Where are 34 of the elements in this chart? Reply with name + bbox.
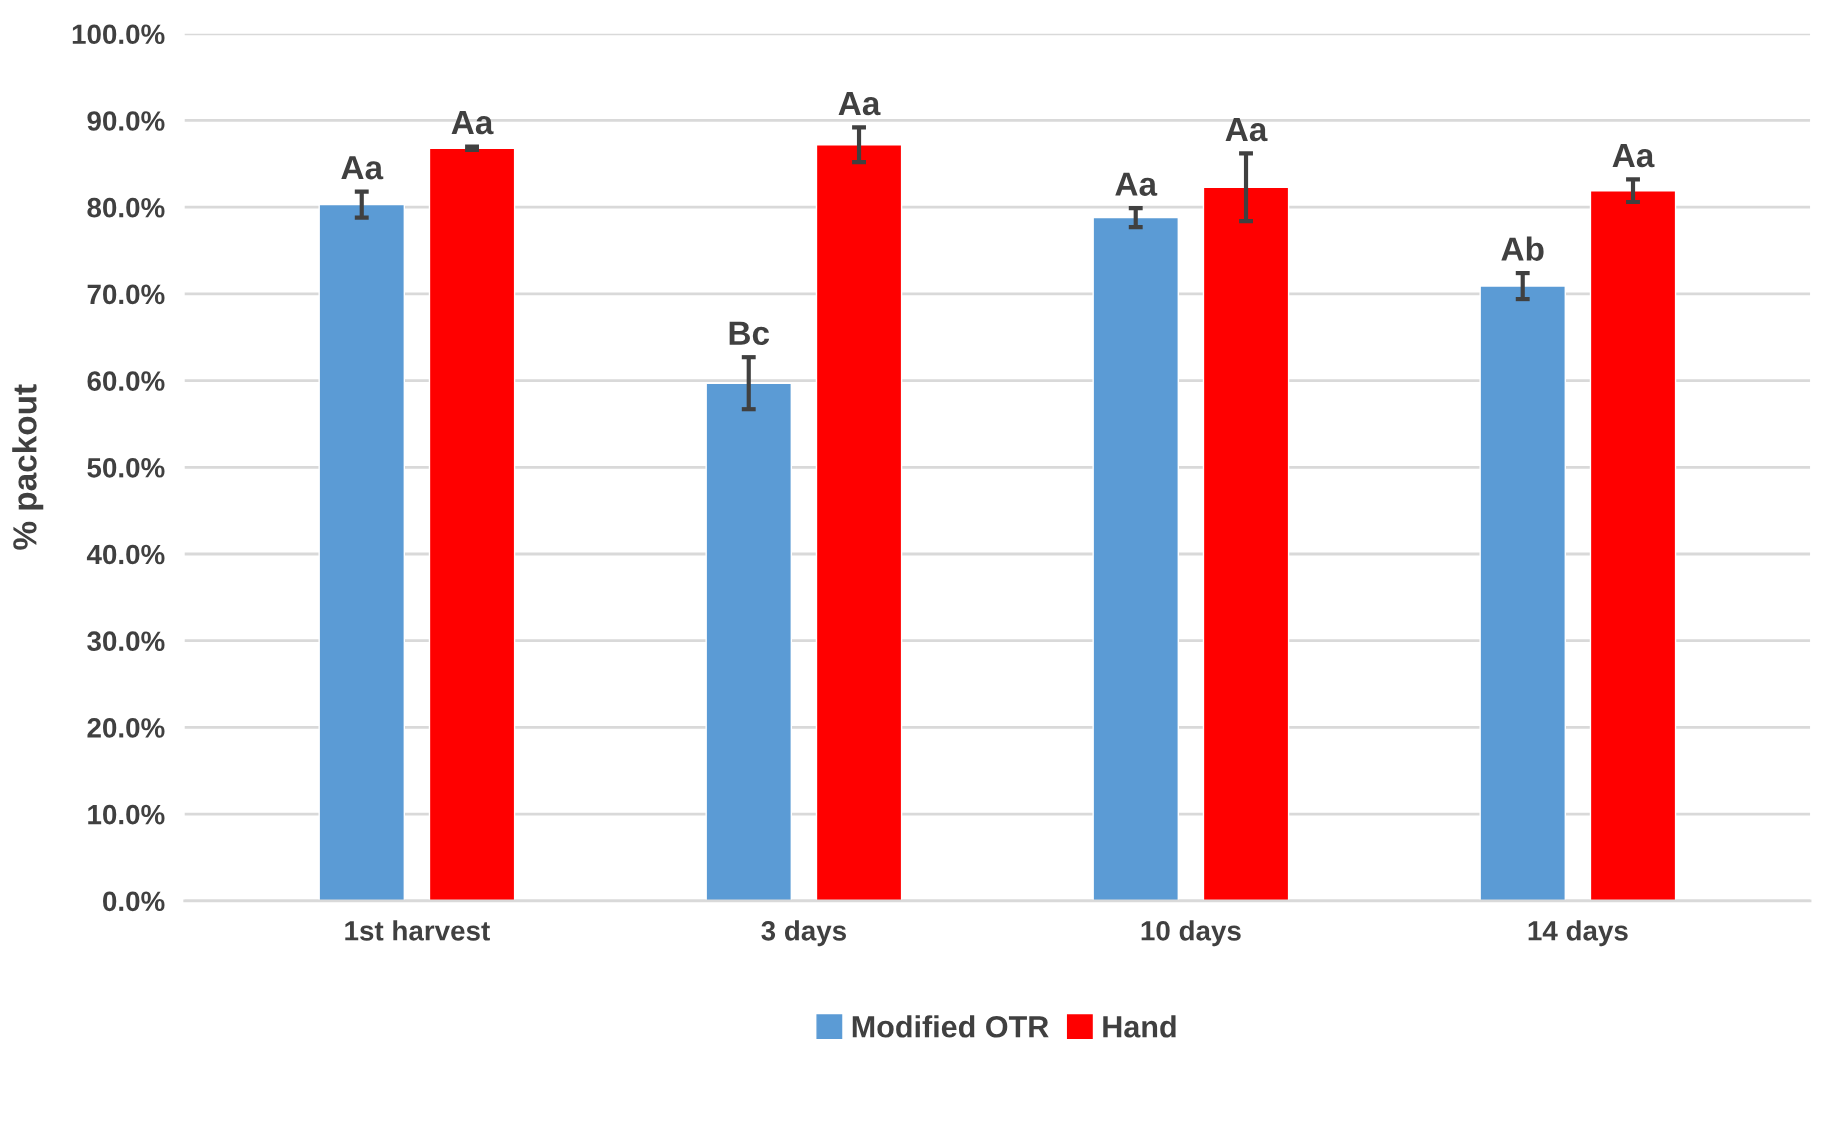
x-tick-label: 10 days — [1141, 920, 1241, 947]
annotation: Bc — [729, 321, 770, 346]
x-tick-label: 1st harvest — [345, 920, 490, 941]
bar — [815, 144, 903, 901]
bar — [428, 147, 516, 901]
annotation: Aa — [838, 92, 881, 116]
bar — [1202, 186, 1290, 901]
y-tick-label: 40.0% — [86, 544, 165, 565]
bar — [1092, 216, 1179, 901]
annotation: Aa — [451, 111, 494, 135]
legend-label: Modified OTR — [852, 1015, 1049, 1038]
x-tick-label: 14 days — [1528, 920, 1628, 947]
bar — [1479, 285, 1566, 901]
annotation: Aa — [1115, 172, 1158, 196]
y-axis-title: % packout — [12, 384, 44, 550]
bar — [1589, 190, 1677, 901]
x-tick-label: 3 days — [761, 920, 846, 947]
bar — [318, 203, 406, 901]
y-tick-label: 80.0% — [87, 197, 165, 218]
legend-label: Hand — [1103, 1015, 1176, 1038]
y-tick-label: 50.0% — [87, 457, 165, 478]
annotation: Ab — [1501, 236, 1544, 261]
y-tick-label: 30.0% — [87, 631, 165, 652]
y-tick-label: 90.0% — [87, 111, 165, 131]
y-tick-label: 0.0% — [103, 891, 165, 912]
bar — [705, 382, 793, 901]
y-tick-label: 70.0% — [87, 284, 165, 305]
y-tick-label: 20.0% — [87, 718, 165, 738]
y-tick-label: 10.0% — [88, 804, 165, 825]
y-tick-label: 60.0% — [87, 371, 165, 391]
annotation: Aa — [1225, 118, 1268, 142]
annotation: Aa — [341, 156, 384, 180]
y-tick-label: 100.0% — [72, 24, 165, 45]
annotation: Aa — [1612, 144, 1655, 168]
